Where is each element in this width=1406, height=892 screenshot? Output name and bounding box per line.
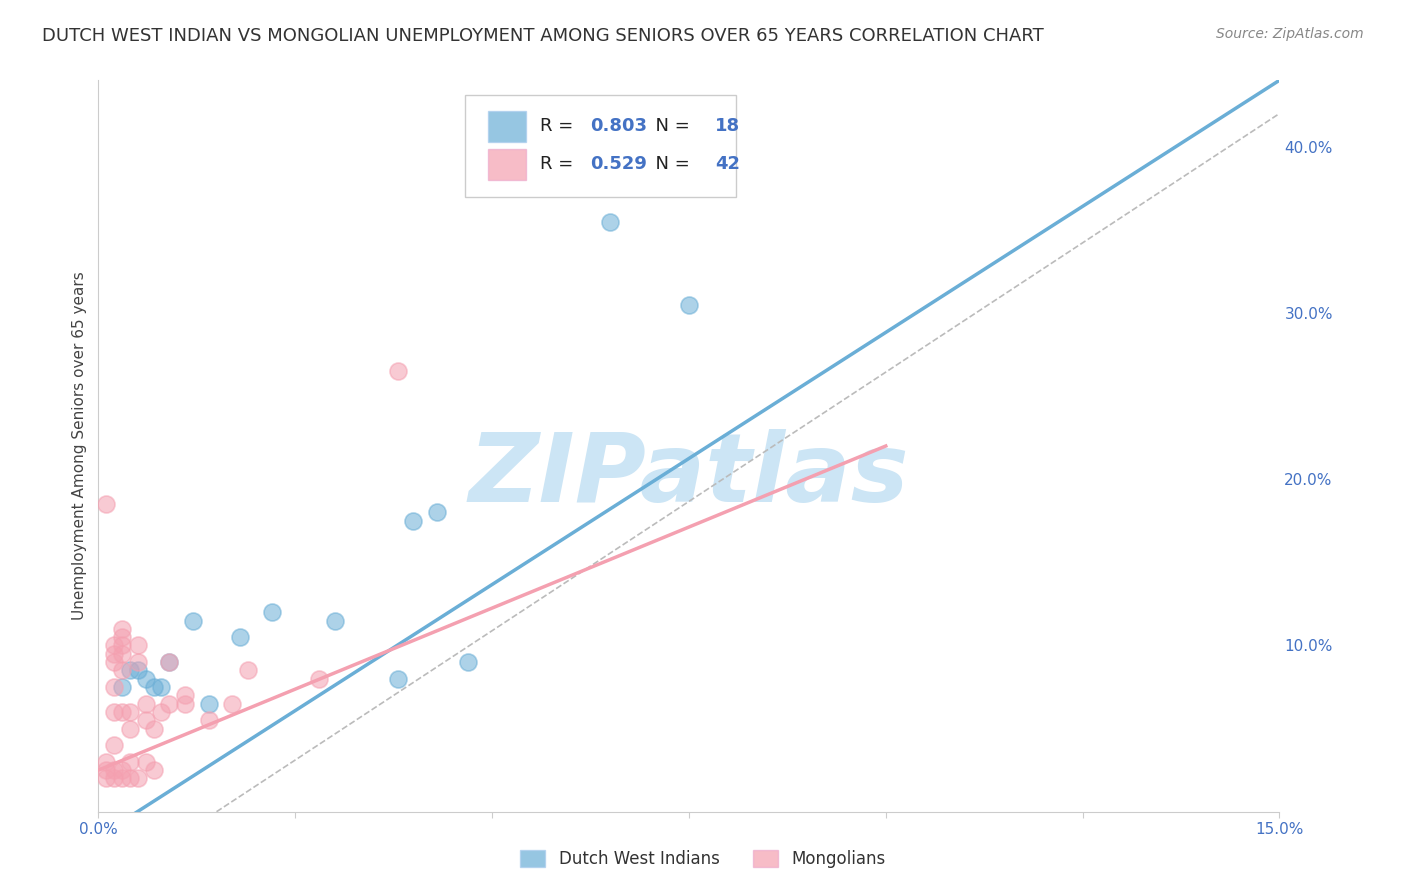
Point <box>103 655 125 669</box>
Point <box>157 655 180 669</box>
Point <box>96 755 118 769</box>
Point <box>111 705 134 719</box>
Point <box>96 772 118 786</box>
Point <box>157 697 180 711</box>
Point <box>426 506 449 520</box>
Point <box>118 664 141 678</box>
Point <box>197 714 219 728</box>
FancyBboxPatch shape <box>488 149 526 180</box>
Point <box>142 763 165 777</box>
Point <box>96 763 118 777</box>
Point <box>457 655 479 669</box>
Text: 42: 42 <box>714 155 740 173</box>
Text: R =: R = <box>540 155 579 173</box>
Point <box>323 614 346 628</box>
Legend: Dutch West Indians, Mongolians: Dutch West Indians, Mongolians <box>513 843 893 875</box>
Text: ZIPatlas: ZIPatlas <box>468 429 910 522</box>
Point <box>111 664 134 678</box>
Point <box>197 697 219 711</box>
Point <box>150 705 173 719</box>
Point <box>135 672 157 686</box>
Point <box>118 722 141 736</box>
Point <box>111 763 134 777</box>
Point <box>111 639 134 653</box>
Point <box>157 655 180 669</box>
Point <box>103 763 125 777</box>
Text: R =: R = <box>540 118 579 136</box>
Text: 0.803: 0.803 <box>589 118 647 136</box>
Point <box>174 697 197 711</box>
Point <box>118 772 141 786</box>
Point <box>103 639 125 653</box>
Point <box>118 755 141 769</box>
Point <box>142 722 165 736</box>
Point <box>678 298 700 312</box>
Point <box>111 630 134 644</box>
Text: Source: ZipAtlas.com: Source: ZipAtlas.com <box>1216 27 1364 41</box>
FancyBboxPatch shape <box>488 111 526 142</box>
Point <box>127 772 149 786</box>
Point <box>387 672 409 686</box>
Point <box>111 647 134 661</box>
Point <box>174 689 197 703</box>
Text: N =: N = <box>644 155 696 173</box>
Point <box>308 672 330 686</box>
Point <box>103 680 125 694</box>
Point <box>260 605 283 619</box>
Point <box>127 655 149 669</box>
Point <box>111 772 134 786</box>
Point <box>96 497 118 511</box>
Point <box>127 664 149 678</box>
Point <box>111 680 134 694</box>
Point <box>135 714 157 728</box>
Point <box>221 697 243 711</box>
Point <box>150 680 173 694</box>
Text: 18: 18 <box>714 118 740 136</box>
Point <box>118 705 141 719</box>
Point <box>111 622 134 636</box>
FancyBboxPatch shape <box>464 95 737 197</box>
Point <box>103 738 125 752</box>
Point <box>103 647 125 661</box>
Point <box>127 639 149 653</box>
Point <box>135 755 157 769</box>
Point <box>387 364 409 378</box>
Point <box>181 614 204 628</box>
Text: N =: N = <box>644 118 696 136</box>
Point <box>103 705 125 719</box>
Text: 0.529: 0.529 <box>589 155 647 173</box>
Text: DUTCH WEST INDIAN VS MONGOLIAN UNEMPLOYMENT AMONG SENIORS OVER 65 YEARS CORRELAT: DUTCH WEST INDIAN VS MONGOLIAN UNEMPLOYM… <box>42 27 1043 45</box>
Point <box>135 697 157 711</box>
Point <box>103 772 125 786</box>
Point <box>142 680 165 694</box>
Point <box>599 214 621 228</box>
Point <box>229 630 252 644</box>
Y-axis label: Unemployment Among Seniors over 65 years: Unemployment Among Seniors over 65 years <box>72 272 87 620</box>
Point <box>236 664 259 678</box>
Point <box>402 514 425 528</box>
